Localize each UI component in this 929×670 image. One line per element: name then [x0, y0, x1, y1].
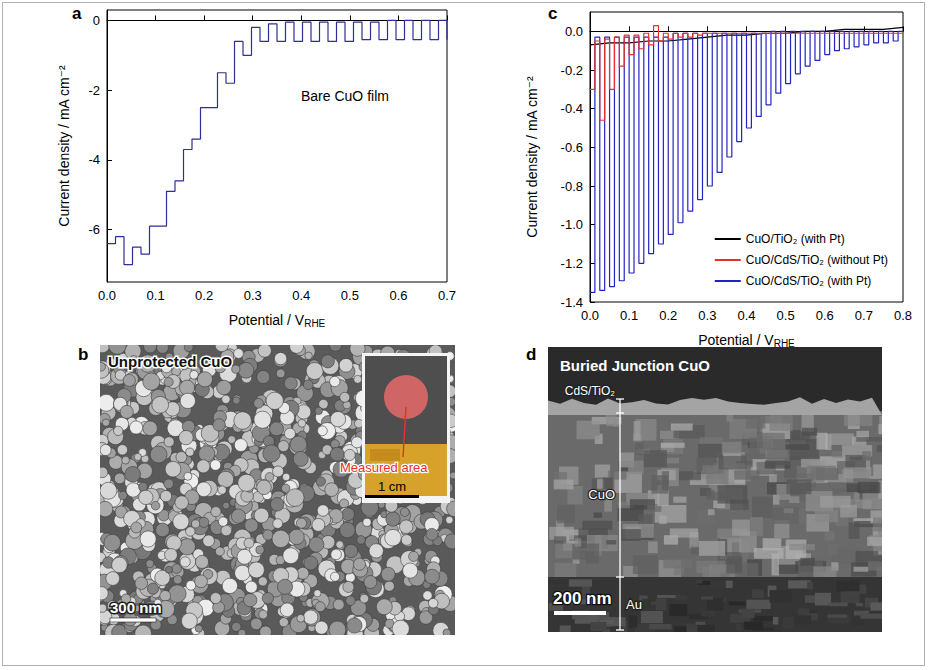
svg-text:0.1: 0.1	[620, 308, 638, 323]
svg-text:RHE: RHE	[304, 318, 325, 329]
svg-text:Potential / V: Potential / V	[698, 332, 774, 348]
svg-text:-0.8: -0.8	[561, 179, 583, 194]
svg-text:CuO/CdS/TiO₂ (without Pt): CuO/CdS/TiO₂ (without Pt)	[746, 253, 888, 267]
svg-text:1 cm: 1 cm	[378, 479, 406, 494]
svg-text:Bare CuO film: Bare CuO film	[301, 88, 389, 104]
svg-text:CuO/TiO₂ (with Pt): CuO/TiO₂ (with Pt)	[746, 232, 845, 246]
svg-text:0.4: 0.4	[737, 308, 755, 323]
svg-text:Unprotected CuO: Unprotected CuO	[108, 353, 233, 370]
svg-text:-6: -6	[88, 222, 100, 237]
svg-text:-2: -2	[88, 83, 100, 98]
svg-text:0.0: 0.0	[565, 24, 583, 39]
svg-text:-1.2: -1.2	[561, 256, 583, 271]
svg-text:-0.6: -0.6	[561, 140, 583, 155]
html-text:c: c	[548, 4, 558, 23]
svg-text:0.8: 0.8	[894, 308, 912, 323]
svg-text:0.7: 0.7	[438, 288, 456, 303]
svg-text:Measured area: Measured area	[340, 460, 428, 475]
html-text:d: d	[526, 345, 537, 364]
svg-text:CdS/TiO₂: CdS/TiO₂	[565, 384, 616, 398]
html-text:b: b	[78, 345, 89, 364]
svg-text:0.6: 0.6	[389, 288, 407, 303]
svg-text:Au: Au	[626, 597, 642, 612]
svg-text:Current density / mA cm⁻²: Current density / mA cm⁻²	[56, 65, 72, 227]
svg-text:RHE: RHE	[774, 338, 795, 349]
svg-text:Potential / V: Potential / V	[229, 312, 305, 328]
svg-text:300 nm: 300 nm	[110, 599, 162, 616]
svg-text:Buried Junction CuO: Buried Junction CuO	[560, 357, 710, 374]
svg-text:0.3: 0.3	[244, 288, 262, 303]
svg-text:0.6: 0.6	[816, 308, 834, 323]
svg-text:CuO/CdS/TiO₂ (with Pt): CuO/CdS/TiO₂ (with Pt)	[746, 274, 872, 288]
svg-text:0.0: 0.0	[98, 288, 116, 303]
svg-text:CuO: CuO	[588, 487, 615, 502]
svg-text:-4: -4	[88, 152, 100, 167]
svg-text:0.4: 0.4	[292, 288, 310, 303]
svg-text:0.3: 0.3	[698, 308, 716, 323]
html-text:a: a	[72, 4, 82, 23]
svg-text:0.1: 0.1	[147, 288, 165, 303]
svg-text:0.7: 0.7	[855, 308, 873, 323]
svg-text:-0.2: -0.2	[561, 63, 583, 78]
svg-text:-1.0: -1.0	[561, 217, 583, 232]
svg-text:0.2: 0.2	[659, 308, 677, 323]
svg-text:0.5: 0.5	[777, 308, 795, 323]
svg-text:0: 0	[93, 13, 100, 28]
svg-text:0.0: 0.0	[581, 308, 599, 323]
svg-text:Current density / mA cm⁻²: Current density / mA cm⁻²	[524, 76, 540, 238]
svg-text:0.5: 0.5	[341, 288, 359, 303]
svg-text:-0.4: -0.4	[561, 101, 583, 116]
svg-text:200 nm: 200 nm	[553, 589, 612, 608]
svg-text:-1.4: -1.4	[561, 295, 583, 310]
svg-text:0.2: 0.2	[195, 288, 213, 303]
